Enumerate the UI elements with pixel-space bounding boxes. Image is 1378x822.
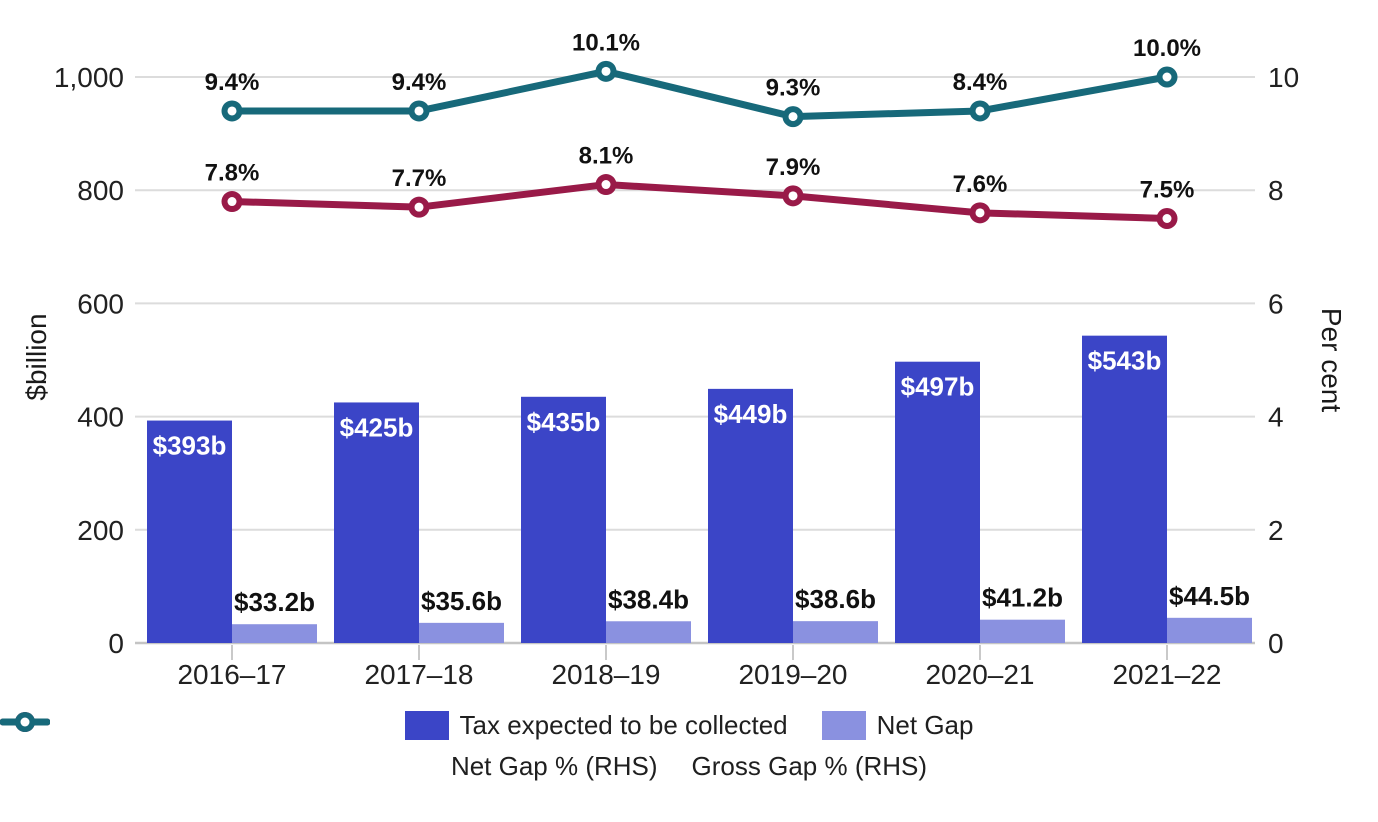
data-label-Gross Gap % (RHS)-2017–18: 9.4% — [392, 69, 447, 96]
right-axis-tick-8: 8 — [1268, 175, 1284, 206]
right-axis-tick-0: 0 — [1268, 628, 1284, 659]
bar-label-net-gap-2021–22: $44.5b — [1169, 581, 1250, 611]
tax-expected-swatch — [404, 711, 449, 740]
legend-item-gross-gap-pct: Gross Gap % (RHS) — [0, 712, 928, 782]
line-Net Gap % (RHS) — [228, 181, 1171, 222]
legend-item-tax-expected: Tax expected to be collected — [404, 710, 788, 741]
chart-legend: Tax expected to be collected Net Gap Net… — [0, 710, 1378, 782]
data-label-Net Gap % (RHS)-2016–17: 7.8% — [205, 160, 260, 187]
legend-item-net-gap-pct: Net Gap % (RHS) — [0, 712, 658, 782]
bar-net-gap-2019–20 — [793, 621, 878, 643]
x-axis-label-2020–21: 2020–21 — [925, 659, 1034, 690]
bar-label-tax-expected-2016–17: $393b — [153, 431, 227, 461]
legend-row-bars: Tax expected to be collected Net Gap — [404, 710, 974, 741]
right-axis-tick-4: 4 — [1268, 402, 1284, 433]
data-label-Gross Gap % (RHS)-2019–20: 9.3% — [766, 75, 821, 102]
left-axis-tick-0: 0 — [108, 628, 124, 659]
left-axis-tick-200: 200 — [77, 515, 124, 546]
right-axis-tick-6: 6 — [1268, 288, 1284, 319]
data-label-Net Gap % (RHS)-2020–21: 7.6% — [953, 171, 1008, 198]
bar-tax-expected-2020–21 — [895, 361, 980, 643]
marker-hole-Gross Gap % (RHS)-2018–19 — [601, 66, 611, 76]
marker-hole-Net Gap % (RHS)-2017–18 — [414, 202, 424, 212]
legend-label-tax-expected: Tax expected to be collected — [459, 710, 788, 740]
bar-tax-expected-2017–18 — [334, 402, 419, 643]
marker-hole-Gross Gap % (RHS)-2017–18 — [414, 106, 424, 116]
bar-label-tax-expected-2017–18: $425b — [340, 412, 414, 442]
x-axis-label-2016–17: 2016–17 — [177, 659, 286, 690]
bar-label-tax-expected-2020–21: $497b — [901, 372, 975, 402]
line-Gross Gap % (RHS) — [228, 67, 1171, 121]
bar-label-tax-expected-2018–19: $435b — [527, 407, 601, 437]
legend-item-net-gap: Net Gap — [821, 710, 974, 741]
bar-net-gap-2018–19 — [606, 621, 691, 643]
bar-label-net-gap-2020–21: $41.2b — [982, 583, 1063, 613]
legend-label-net-gap-pct: Net Gap % (RHS) — [450, 751, 658, 781]
data-label-Gross Gap % (RHS)-2016–17: 9.4% — [205, 69, 260, 96]
data-label-Gross Gap % (RHS)-2021–22: 10.0% — [1133, 35, 1201, 62]
left-axis-tick-600: 600 — [77, 288, 124, 319]
legend-row-lines: Net Gap % (RHS) Gross Gap % (RHS) — [0, 712, 928, 782]
x-axis-label-2018–19: 2018–19 — [551, 659, 660, 690]
marker-hole-Gross Gap % (RHS)-2021–22 — [1162, 72, 1172, 82]
net-gap-swatch — [821, 711, 866, 740]
bar-net-gap-2021–22 — [1167, 617, 1252, 643]
bar-net-gap-2020–21 — [980, 619, 1065, 643]
data-label-Net Gap % (RHS)-2021–22: 7.5% — [1140, 177, 1195, 204]
bar-label-tax-expected-2019–20: $449b — [714, 399, 788, 429]
marker-hole-Net Gap % (RHS)-2018–19 — [601, 180, 611, 190]
bar-label-net-gap-2019–20: $38.6b — [795, 584, 876, 614]
x-axis-label-2017–18: 2017–18 — [364, 659, 473, 690]
bar-tax-expected-2019–20 — [708, 388, 793, 643]
right-axis-tick-2: 2 — [1268, 515, 1284, 546]
marker-hole-Gross Gap % (RHS)-2020–21 — [975, 106, 985, 116]
legend-label-gross-gap-pct: Gross Gap % (RHS) — [691, 751, 928, 781]
x-axis-label-2019–20: 2019–20 — [738, 659, 847, 690]
gross-gap-pct-line-swatch — [0, 712, 50, 732]
data-label-Net Gap % (RHS)-2018–19: 8.1% — [579, 143, 634, 170]
legend-label-net-gap: Net Gap — [876, 710, 974, 740]
marker-hole-Gross Gap % (RHS)-2019–20 — [788, 112, 798, 122]
bar-label-net-gap-2016–17: $33.2b — [234, 587, 315, 617]
marker-hole-Net Gap % (RHS)-2019–20 — [788, 191, 798, 201]
bar-label-net-gap-2017–18: $35.6b — [421, 586, 502, 616]
left-axis-title: $billion — [21, 313, 52, 400]
marker-hole-Net Gap % (RHS)-2020–21 — [975, 208, 985, 218]
data-label-Net Gap % (RHS)-2017–18: 7.7% — [392, 165, 447, 192]
bar-net-gap-2016–17 — [232, 624, 317, 643]
x-axis-label-2021–22: 2021–22 — [1112, 659, 1221, 690]
right-axis-title: Per cent — [1316, 308, 1347, 412]
bar-label-net-gap-2018–19: $38.4b — [608, 584, 689, 614]
marker-hole-Gross Gap % (RHS)-2016–17 — [227, 106, 237, 116]
right-axis-tick-10: 10 — [1268, 62, 1299, 93]
bar-label-tax-expected-2021–22: $543b — [1088, 346, 1162, 376]
bar-tax-expected-2018–19 — [521, 396, 606, 643]
marker-hole-Net Gap % (RHS)-2021–22 — [1162, 214, 1172, 223]
left-axis-tick-1,000: 1,000 — [54, 62, 124, 93]
left-axis-tick-800: 800 — [77, 175, 124, 206]
left-axis-tick-400: 400 — [77, 402, 124, 433]
marker-hole-Net Gap % (RHS)-2016–17 — [227, 197, 237, 207]
data-label-Gross Gap % (RHS)-2018–19: 10.1% — [572, 29, 640, 56]
data-label-Net Gap % (RHS)-2019–20: 7.9% — [766, 154, 821, 181]
bar-tax-expected-2021–22 — [1082, 335, 1167, 643]
bar-net-gap-2017–18 — [419, 622, 504, 643]
data-label-Gross Gap % (RHS)-2020–21: 8.4% — [953, 69, 1008, 96]
bar-tax-expected-2016–17 — [147, 420, 232, 643]
